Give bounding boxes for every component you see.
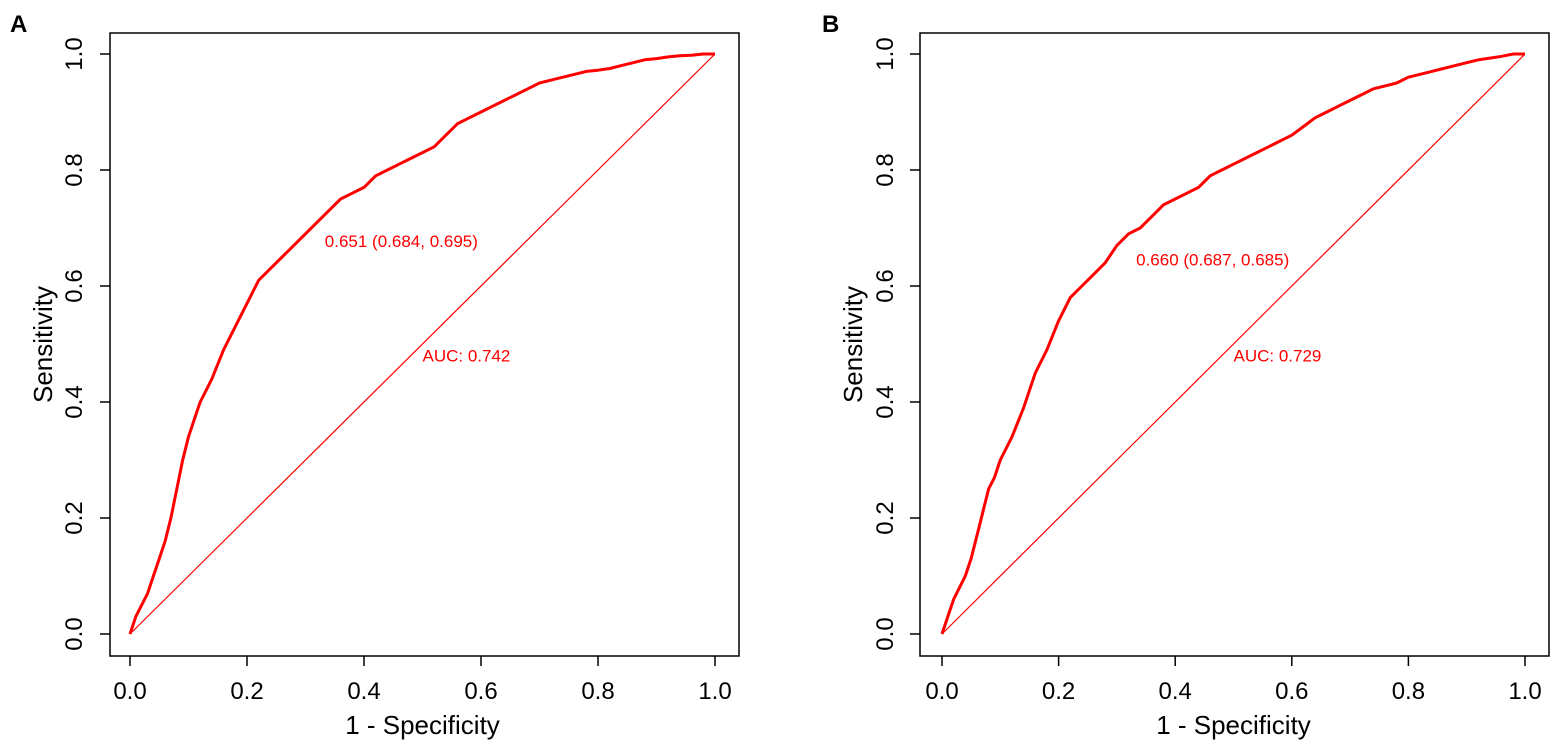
roc-panel-a: A 0.0 0.2 0.4 0.6 0.8 1.0 0.0 0.2 0.4 0.6 0.8 1.0 1 -… bbox=[10, 11, 740, 740]
y-tick-label: 0.6 bbox=[61, 269, 88, 302]
y-tick-label: 0.0 bbox=[872, 617, 899, 650]
y-tick-label: 0.2 bbox=[872, 501, 899, 534]
y-tick-label: 0.6 bbox=[872, 269, 899, 302]
x-tick-label: 0.2 bbox=[230, 678, 263, 705]
roc-panel-b: B 0.0 0.2 0.4 0.6 0.8 1.0 0.0 0.2 0.4 0.6 0.8 1.0 1 -… bbox=[822, 11, 1550, 740]
plot-frame bbox=[109, 32, 740, 657]
x-tick-label: 1.0 bbox=[698, 678, 731, 705]
y-tick-label: 1.0 bbox=[872, 37, 899, 70]
x-tick-label: 0.0 bbox=[925, 678, 958, 705]
x-tick-label: 1.0 bbox=[1508, 678, 1541, 705]
x-tick-label: 0.4 bbox=[1159, 678, 1192, 705]
y-tick-label: 0.8 bbox=[61, 153, 88, 186]
x-tick-label: 0.0 bbox=[113, 678, 146, 705]
y-tick-label: 0.8 bbox=[872, 153, 899, 186]
panel-label: A bbox=[10, 11, 27, 38]
y-axis-title: Sensitivity bbox=[838, 286, 868, 403]
x-axis-title: 1 - Specificity bbox=[345, 710, 500, 740]
auc-annotation: AUC: 0.742 bbox=[423, 346, 511, 365]
x-axis-title: 1 - Specificity bbox=[1156, 710, 1311, 740]
x-tick-label: 0.6 bbox=[1275, 678, 1308, 705]
reference-diagonal-line bbox=[129, 53, 716, 635]
panel-label: B bbox=[822, 11, 839, 38]
x-tick-label: 0.6 bbox=[464, 678, 497, 705]
auc-annotation: AUC: 0.729 bbox=[1234, 346, 1322, 365]
roc-curve-line bbox=[940, 52, 1525, 635]
x-tick-label: 0.4 bbox=[347, 678, 380, 705]
x-tick-label: 0.2 bbox=[1042, 678, 1075, 705]
x-tick-label: 0.8 bbox=[581, 678, 614, 705]
threshold-annotation: 0.651 (0.684, 0.695) bbox=[325, 232, 478, 251]
y-tick-label: 0.4 bbox=[61, 385, 88, 418]
y-tick-label: 0.0 bbox=[61, 617, 88, 650]
roc-curve-line bbox=[128, 52, 715, 635]
y-tick-label: 0.2 bbox=[61, 501, 88, 534]
reference-diagonal-line bbox=[941, 53, 1526, 635]
y-axis-title: Sensitivity bbox=[28, 286, 58, 403]
y-tick-label: 0.4 bbox=[872, 385, 899, 418]
plot-frame bbox=[919, 32, 1550, 657]
threshold-annotation: 0.660 (0.687, 0.685) bbox=[1136, 251, 1289, 270]
x-tick-label: 0.8 bbox=[1392, 678, 1425, 705]
y-tick-label: 1.0 bbox=[61, 37, 88, 70]
